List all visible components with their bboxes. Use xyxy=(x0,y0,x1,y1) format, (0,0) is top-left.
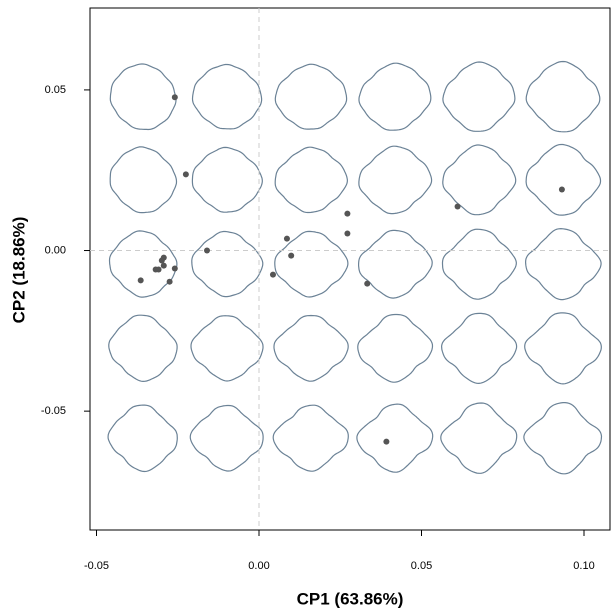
point xyxy=(364,280,371,287)
x-tick-label: 0.05 xyxy=(411,560,432,572)
shape-outline xyxy=(525,143,602,216)
shape-outline xyxy=(274,230,349,298)
point xyxy=(182,171,189,178)
point xyxy=(171,94,178,101)
shape-outline xyxy=(274,146,349,214)
x-axis-title: CP1 (63.86%) xyxy=(297,589,404,608)
point xyxy=(288,252,295,259)
point xyxy=(166,278,173,285)
shape-outline xyxy=(441,228,517,300)
shape-outline xyxy=(109,63,177,131)
shape-outline xyxy=(440,402,518,474)
point xyxy=(283,235,290,242)
shape-outline xyxy=(440,312,518,385)
point xyxy=(171,265,178,272)
x-tick-label: 0.10 xyxy=(573,560,594,572)
shape-outline xyxy=(356,403,434,473)
point xyxy=(155,266,162,273)
shape-outline xyxy=(273,314,349,382)
x-tick-label: 0.00 xyxy=(248,560,269,572)
point xyxy=(454,203,461,210)
shape-grid xyxy=(107,60,603,475)
shape-outline xyxy=(189,404,264,472)
shape-outline xyxy=(272,404,349,472)
point xyxy=(137,277,144,284)
point xyxy=(344,230,351,237)
shape-outline xyxy=(442,144,517,216)
point xyxy=(344,210,351,217)
shape-outline xyxy=(358,145,433,215)
shape-outline xyxy=(191,230,264,298)
shape-outline xyxy=(523,402,603,475)
shape-outline xyxy=(191,146,263,213)
point xyxy=(383,438,390,445)
x-tick-label: -0.05 xyxy=(84,560,109,572)
point xyxy=(558,186,565,193)
y-tick-label: 0.00 xyxy=(45,244,66,256)
shape-outline xyxy=(442,61,516,132)
point xyxy=(204,247,210,254)
shape-outline xyxy=(190,315,264,382)
y-axis-title: CP2 (18.86%) xyxy=(9,217,28,324)
shape-outline xyxy=(107,404,178,473)
plot-frame xyxy=(89,7,611,531)
y-tick-label: 0.05 xyxy=(45,84,66,96)
point xyxy=(160,254,167,261)
shape-outline xyxy=(108,314,178,383)
shape-outline xyxy=(525,60,601,133)
shape-outline xyxy=(191,63,263,130)
point xyxy=(160,262,167,269)
shape-outline xyxy=(524,227,602,301)
point xyxy=(269,271,276,278)
shape-outline xyxy=(108,230,178,298)
y-tick-label: -0.05 xyxy=(41,405,66,417)
shape-outline xyxy=(274,63,348,130)
shape-outline xyxy=(357,313,434,383)
shape-outline xyxy=(109,146,178,214)
shape-outline xyxy=(524,312,602,385)
shape-outline xyxy=(358,62,432,131)
shape-outline xyxy=(358,229,433,299)
